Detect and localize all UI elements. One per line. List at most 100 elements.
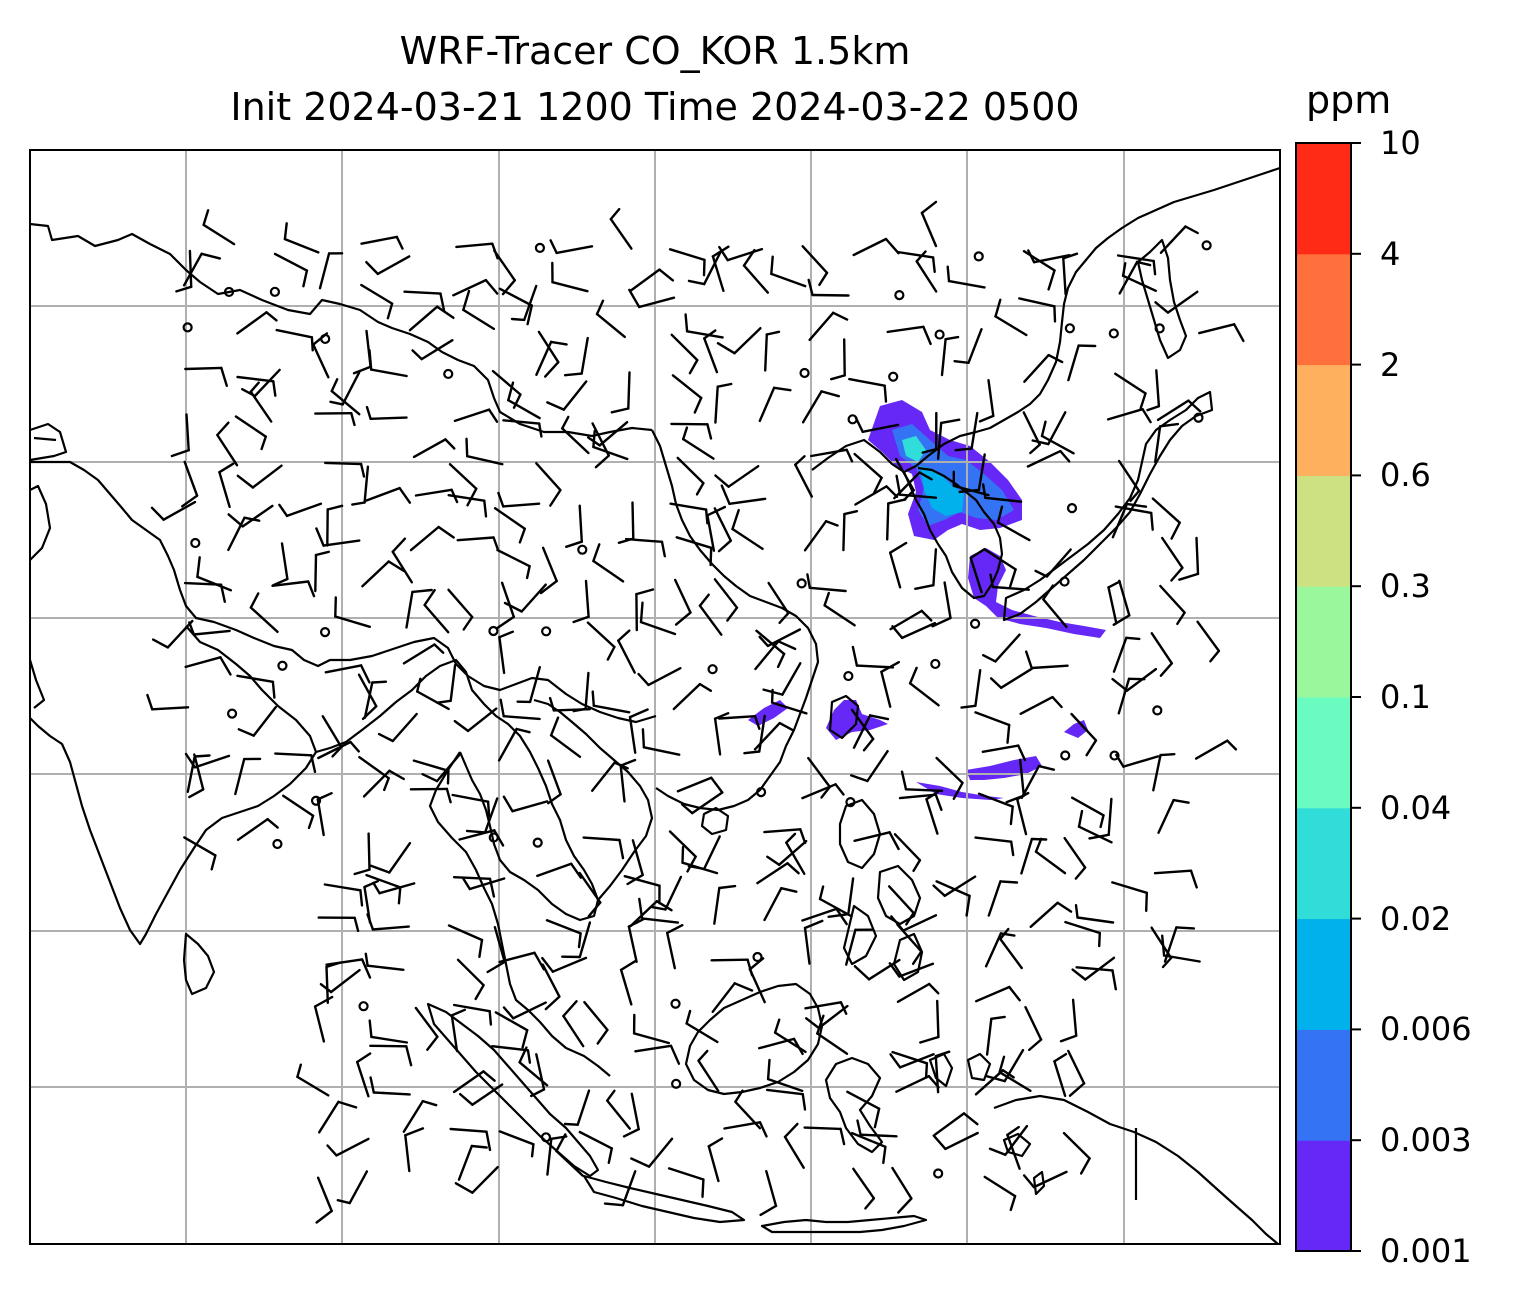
wind-barb-flag — [1053, 305, 1057, 323]
wind-barb-shaft — [1062, 257, 1067, 296]
wind-barb-shaft — [640, 917, 680, 924]
wind-barb-shaft — [866, 750, 889, 783]
wind-barb-flag — [249, 592, 260, 609]
wind-barb-shaft — [804, 1001, 843, 1010]
wind-barb-flag — [515, 727, 531, 734]
wind-barb-shaft — [183, 460, 199, 497]
wind-barb-flag — [864, 1197, 876, 1210]
wind-barb-shaft — [1019, 758, 1025, 797]
wind-barb-flag — [485, 1130, 492, 1152]
wind-barb-flag — [426, 1035, 439, 1051]
wind-barb-shaft — [803, 926, 811, 965]
wind-barb-flag — [265, 311, 278, 322]
wind-barb-shaft — [638, 296, 676, 309]
wind-barb-shaft — [535, 1053, 546, 1091]
wind-barb-flag — [888, 962, 901, 978]
wind-barb-shaft — [1034, 850, 1067, 875]
wind-barb-shaft — [1029, 901, 1059, 928]
colorbar-tick-label: 0.6 — [1380, 456, 1431, 495]
wind-barb-flag — [978, 414, 995, 423]
wind-barb-flag — [641, 728, 646, 749]
wind-barb-flag — [350, 412, 356, 427]
wind-barb-flag — [835, 907, 848, 926]
wind-barb-shaft — [507, 399, 541, 420]
wind-barb-flag — [352, 365, 372, 375]
wind-barb-flag — [314, 550, 330, 557]
wind-barb-flag — [1125, 502, 1148, 508]
wind-barb-shaft — [402, 643, 436, 665]
wind-barb-shaft — [584, 671, 590, 711]
wind-barb-shaft — [412, 438, 447, 459]
wind-barb-shaft — [192, 629, 231, 636]
wind-barb-shaft — [628, 715, 637, 754]
wind-barb-flag — [889, 1053, 902, 1069]
coast-bay-bengal — [315, 658, 600, 922]
coast-java — [582, 1174, 746, 1224]
wind-barb-shaft — [996, 521, 1031, 542]
wind-barb-shaft — [758, 714, 766, 753]
wind-barb-flag — [1099, 814, 1105, 829]
wind-barb-shaft — [535, 462, 562, 492]
wind-barb-flag — [697, 1049, 709, 1062]
wind-barb-flag — [326, 504, 344, 511]
wind-barb-shaft — [801, 783, 837, 800]
wind-barb-calm — [310, 795, 322, 806]
wind-barb-flag — [596, 1028, 609, 1045]
wind-barb-shaft — [733, 327, 762, 355]
wind-barb-shaft — [369, 1044, 408, 1048]
coast-asia-north — [29, 222, 653, 438]
wind-barb-shaft — [541, 546, 558, 583]
wind-barb-flag — [453, 719, 470, 733]
wind-barb-shaft — [561, 427, 590, 455]
map-frame — [29, 149, 1281, 1245]
wind-barb-shaft — [619, 968, 633, 1006]
wind-barb-shaft — [545, 919, 582, 935]
coast-sumatra — [426, 1002, 600, 1178]
wind-barb-shaft — [728, 497, 767, 505]
wind-barb-calm — [577, 544, 588, 555]
wind-barb-shaft — [1077, 825, 1113, 844]
wind-barb-flag — [1144, 891, 1149, 912]
wind-barb-flag — [669, 1044, 681, 1065]
wind-barb-flag — [544, 361, 560, 378]
wind-barb-flag — [770, 255, 774, 276]
wind-barb-shaft — [236, 818, 269, 841]
wind-barb-flag — [1178, 572, 1200, 581]
wind-barb-calm — [1066, 503, 1078, 514]
wind-barb-shaft — [275, 328, 314, 339]
wind-barb-flag — [1024, 650, 1033, 670]
wind-barb-flag — [954, 447, 973, 452]
wind-barb-shaft — [714, 385, 719, 424]
wind-barb-shaft — [316, 798, 325, 837]
wind-barb-shaft — [977, 453, 986, 492]
wind-barb-flag — [873, 476, 883, 494]
wind-barb-shaft — [323, 883, 362, 892]
wind-barb-shaft — [676, 776, 713, 793]
wind-barb-flag — [609, 207, 621, 221]
wind-barb-calm — [1201, 240, 1212, 251]
wind-barb-flag — [366, 913, 375, 931]
wind-barb-flag — [925, 790, 939, 801]
wind-barb-flag — [776, 652, 786, 669]
wind-barb-shaft — [810, 448, 848, 458]
wind-barb-flag — [530, 1088, 546, 1098]
wind-barb-flag — [1053, 1052, 1068, 1063]
wind-barb-shaft — [852, 237, 888, 257]
wind-barb-flag — [1001, 1069, 1015, 1079]
wind-barb-flag — [1008, 985, 1021, 1002]
wind-barb-flag — [1189, 869, 1198, 889]
wind-barb-flag — [698, 593, 710, 607]
wind-barb-shaft — [322, 539, 361, 547]
wind-barb-flag — [315, 527, 325, 547]
wind-barb-flag — [334, 596, 337, 618]
wind-barb-calm — [488, 832, 499, 843]
wind-barb-flag — [577, 932, 582, 949]
wind-barb-flag — [1040, 420, 1047, 438]
wind-barb-shaft — [162, 500, 197, 521]
wind-barb-shaft — [691, 791, 724, 815]
wind-barb-shaft — [241, 504, 274, 528]
wind-barb-flag — [885, 485, 899, 498]
wind-barb-shaft — [664, 875, 683, 911]
wind-barb-flag — [630, 1157, 651, 1168]
wind-barb-flag — [989, 677, 1003, 689]
